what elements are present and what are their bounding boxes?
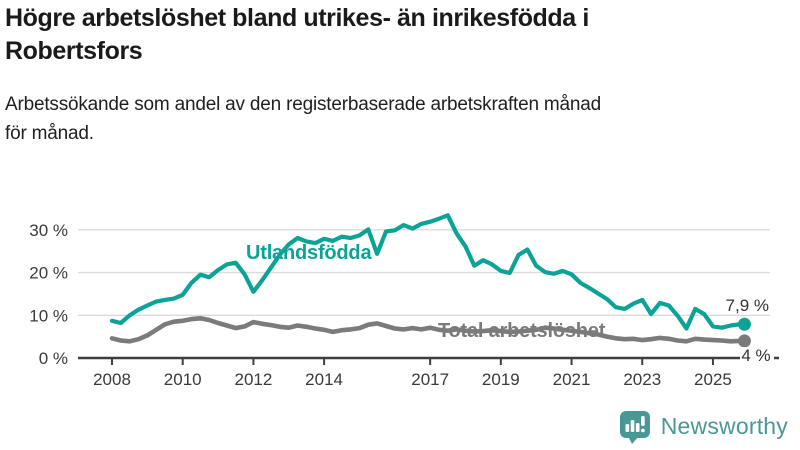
series-label-total: Total arbetslöshet (438, 320, 606, 342)
series-end-dot-foreign (737, 317, 751, 331)
chart-header: Högre arbetslöshet bland utrikes- än inr… (5, 2, 795, 148)
y-axis-tick-label: 30 % (29, 221, 68, 240)
y-axis-tick-label: 0 % (39, 349, 68, 368)
series-line-foreign (109, 213, 742, 331)
x-axis-tick-label: 2010 (164, 370, 202, 389)
newsworthy-logo: Newsworthy (617, 406, 788, 446)
chart-subtitle: Arbetssökande som andel av den registerb… (5, 91, 795, 148)
series-label-foreign: Utlandsfödda (246, 242, 372, 264)
x-axis-tick-label: 2017 (411, 370, 449, 389)
newsworthy-wordmark: Newsworthy (660, 412, 788, 439)
x-axis-tick-label: 2021 (553, 370, 591, 389)
x-axis-tick-label: 2019 (482, 370, 520, 389)
chart-title-line-1: Högre arbetslöshet bland utrikes- än inr… (5, 4, 589, 32)
y-axis-tick-label: 10 % (29, 306, 68, 325)
x-axis-tick-label: 2012 (234, 370, 272, 389)
line-chart-canvas: 0 % 10 % 20 % 30 % Utlandsfödda Total arbetsl… (29, 213, 779, 389)
newsworthy-icon (619, 410, 650, 444)
line-chart: 0 % 10 % 20 % 30 % Utlandsfödda Total arbetsl… (0, 190, 800, 405)
y-axis-tick-label: 20 % (29, 264, 68, 283)
end-value-label-mask (740, 347, 774, 364)
x-axis-tick-label: 2023 (623, 370, 661, 389)
x-axis-tick-label: 2008 (93, 370, 131, 389)
end-value-label-total: 4 % (741, 346, 770, 365)
chart-subtitle-line-2: för månad. (5, 122, 94, 144)
end-value-label-foreign: 7,9 % (726, 296, 769, 315)
chart-title: Högre arbetslöshet bland utrikes- än inr… (5, 2, 795, 67)
x-axis-tick-label: 2014 (305, 370, 343, 389)
x-axis-tick-label: 2025 (694, 370, 732, 389)
series-line-total (109, 315, 742, 344)
chart-title-line-2: Robertsfors (5, 36, 143, 65)
series-end-dot-total (737, 334, 751, 348)
chart-subtitle-line-1: Arbetssökande som andel av den registerb… (5, 94, 602, 115)
